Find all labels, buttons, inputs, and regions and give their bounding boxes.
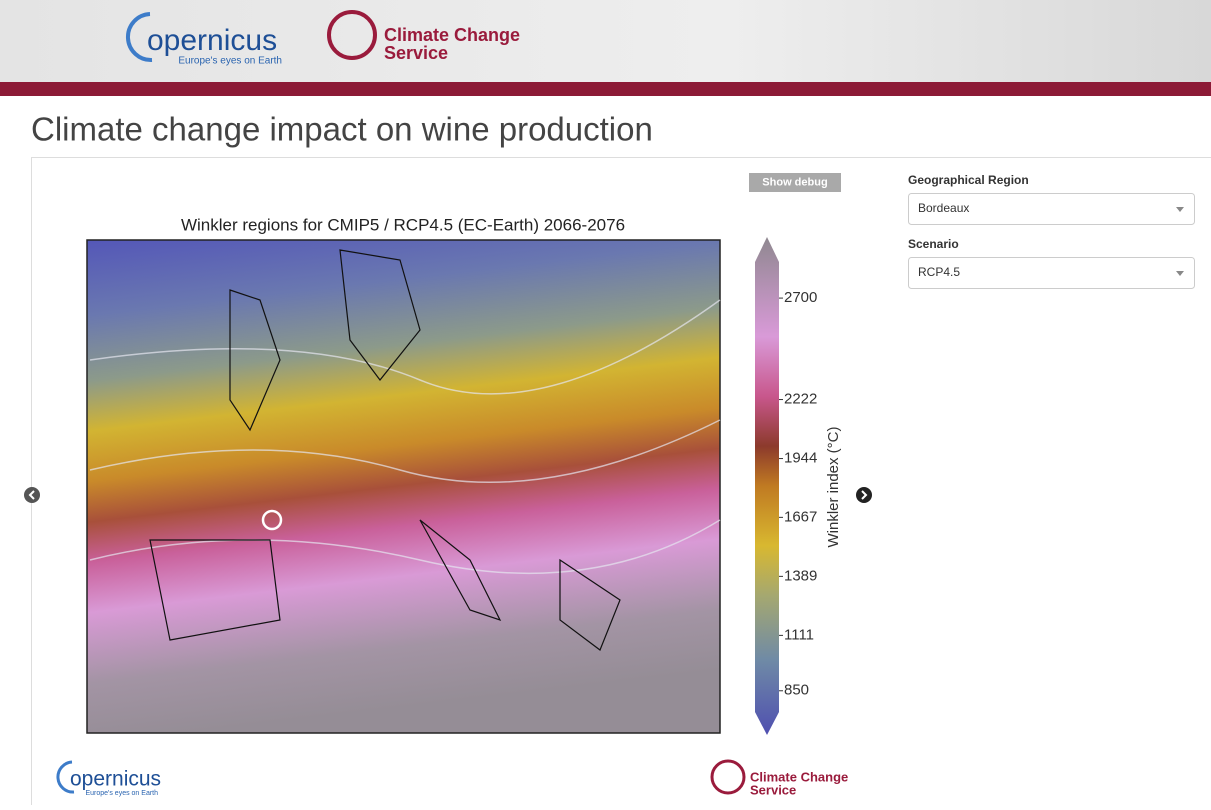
debug-button-label[interactable]: Show debug bbox=[762, 176, 827, 188]
colorbar-bar bbox=[755, 237, 779, 735]
scenario-label: Scenario bbox=[908, 237, 959, 251]
page-title: Climate change impact on wine production bbox=[31, 111, 653, 148]
colorbar-tick-label: 1389 bbox=[784, 567, 817, 584]
logo-tagline: Europe's eyes on Earth bbox=[178, 56, 282, 67]
footer-logo-tagline: Europe's eyes on Earth bbox=[85, 790, 158, 797]
colorbar-tick-label: 2222 bbox=[784, 391, 817, 408]
logo-text: opernicus bbox=[147, 24, 277, 57]
prev-arrow[interactable] bbox=[24, 487, 40, 503]
colorbar-tick-label: 1111 bbox=[784, 626, 814, 643]
header-bar bbox=[0, 82, 1211, 96]
colorbar-tick-label: 1667 bbox=[784, 508, 817, 525]
service-text: Climate Change bbox=[384, 25, 520, 45]
scenario-value[interactable]: RCP4.5 bbox=[918, 265, 960, 279]
region-label: Geographical Region bbox=[908, 173, 1029, 187]
next-arrow[interactable] bbox=[856, 487, 872, 503]
footer-service-text: Service bbox=[750, 782, 796, 797]
footer-logo-text: opernicus bbox=[70, 768, 161, 791]
map bbox=[87, 240, 720, 733]
colorbar-tick-label: 850 bbox=[784, 682, 809, 699]
footer-service-logo bbox=[712, 761, 744, 793]
service-text: Service bbox=[384, 43, 448, 63]
colorbar-label: Winkler index (°C) bbox=[825, 426, 842, 547]
colorbar: 850 1111 1389 1667 1944 2222 2700 bbox=[755, 237, 817, 735]
colorbar-tick-label: 2700 bbox=[784, 289, 817, 306]
region-value[interactable]: Bordeaux bbox=[918, 201, 969, 215]
map-title: Winkler regions for CMIP5 / RCP4.5 (EC-E… bbox=[181, 215, 625, 234]
colorbar-tick-label: 1944 bbox=[784, 450, 817, 467]
